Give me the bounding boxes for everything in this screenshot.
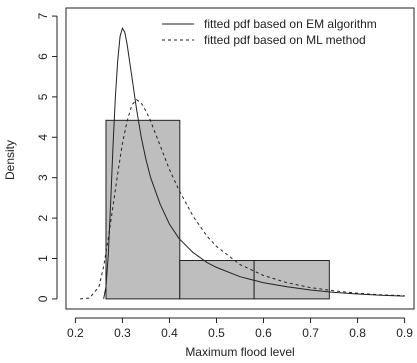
density-curves: [80, 26, 405, 300]
y-tick-label: 0: [36, 295, 50, 302]
histogram-bar: [253, 260, 330, 300]
x-tick-label: 0.5: [208, 326, 225, 340]
x-tick-label: 0.9: [396, 326, 413, 340]
y-tick-label: 1: [36, 255, 50, 262]
histogram-bars: [105, 119, 330, 300]
x-tick-label: 0.6: [255, 326, 272, 340]
histogram-bar: [179, 260, 255, 300]
legend: fitted pdf based on EM algorithm fitted p…: [162, 17, 377, 47]
legend-label: fitted pdf based on ML method: [204, 33, 366, 47]
x-tick-label: 0.8: [349, 326, 366, 340]
histogram-bar: [105, 119, 181, 300]
y-tick-label: 3: [36, 174, 50, 181]
y-tick-label: 2: [36, 214, 50, 221]
x-tick-label: 0.7: [302, 326, 319, 340]
x-tick-label: 0.4: [161, 326, 178, 340]
y-axis: 0 1 2 3 4 5 6 7: [36, 12, 58, 302]
em-pdf-curve: [103, 26, 405, 299]
y-tick-label: 5: [36, 93, 50, 100]
x-tick-label: 0.3: [114, 326, 131, 340]
y-tick-label: 4: [36, 134, 50, 141]
y-axis-label: Density: [3, 140, 17, 180]
legend-label: fitted pdf based on EM algorithm: [204, 17, 377, 31]
x-axis: 0.2 0.3 0.4 0.5 0.6 0.7 0.8 0.9: [67, 317, 413, 340]
x-tick-label: 0.2: [67, 326, 84, 340]
x-axis-label: Maximum flood level: [185, 345, 294, 359]
y-tick-label: 7: [36, 12, 50, 19]
plot-frame: [65, 7, 415, 310]
y-tick-label: 6: [36, 53, 50, 60]
